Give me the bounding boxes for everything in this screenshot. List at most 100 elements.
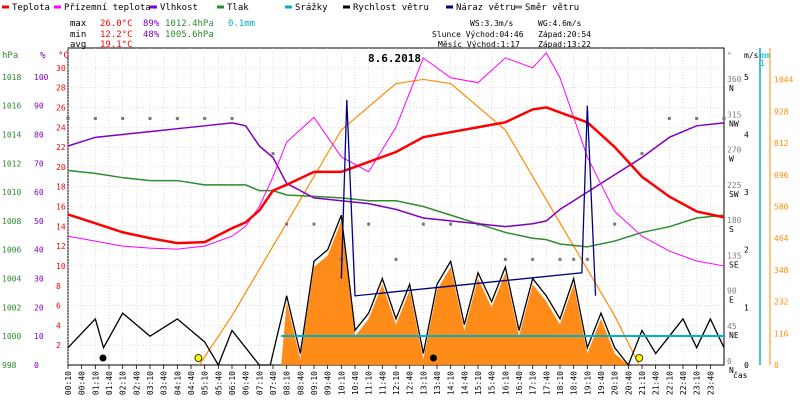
- stat-min-label: min: [70, 30, 86, 40]
- stat-avg-temp: 19.1°C: [100, 40, 133, 50]
- hpa-tick-label: 1018: [2, 73, 21, 82]
- wind-direction-mark: [148, 116, 152, 120]
- dir-tick-label: 90: [727, 287, 737, 296]
- dir-name-label: SW: [729, 190, 739, 199]
- wind-direction-mark: [93, 116, 97, 120]
- stat-min-press: 1005.6hPa: [165, 30, 214, 40]
- solar-tick-label: 1044: [774, 76, 793, 85]
- dir-tick-label: 180: [727, 216, 742, 225]
- solar-tick-label: 348: [774, 266, 789, 275]
- hpa-tick-label: 1010: [2, 188, 21, 197]
- temp-tick-label: 4: [56, 321, 61, 330]
- stat-max-label: max: [70, 19, 87, 29]
- info-moonset: Západ:13:22: [538, 40, 591, 49]
- wind-direction-mark: [312, 222, 316, 226]
- x-tick-label: 15:10: [474, 371, 483, 395]
- wind-direction-mark: [271, 152, 275, 156]
- hpa-unit: hPa: [2, 51, 18, 61]
- x-tick-label: 00:10: [64, 371, 73, 395]
- pct-tick-label: 50: [34, 217, 44, 226]
- pct-tick-label: 0: [34, 361, 39, 370]
- solar-line: [198, 78, 640, 366]
- wind-direction-mark: [394, 257, 398, 261]
- solar-tick-label: 232: [774, 298, 789, 307]
- x-tick-label: 14:40: [460, 371, 469, 395]
- x-tick-label: 22:10: [665, 371, 674, 395]
- temp-tick-label: 22: [56, 143, 66, 152]
- legend-label: Směr větru: [525, 3, 579, 13]
- temp-tick-label: 14: [56, 222, 66, 231]
- ms-unit: m/s: [744, 51, 759, 60]
- info-wg: WG:4.6m/s: [538, 19, 582, 28]
- x-tick-label: 03:10: [146, 371, 155, 395]
- dir-tick-label: 225: [727, 181, 742, 190]
- x-tick-label: 00:40: [78, 371, 87, 395]
- stat-min-hum: 48%: [143, 30, 160, 40]
- hpa-tick-label: 1012: [2, 159, 21, 168]
- temp-tick-label: 24: [56, 123, 66, 132]
- x-tick-label: 03:40: [160, 371, 169, 395]
- solar-tick-label: 928: [774, 107, 789, 116]
- x-tick-label: 13:10: [419, 371, 428, 395]
- x-tick-label: 05:40: [214, 371, 223, 395]
- ms-tick-label: 1: [744, 303, 749, 312]
- dir-name-label: NW: [729, 119, 739, 128]
- x-tick-label: 14:10: [447, 371, 456, 395]
- wind-direction-mark: [449, 222, 453, 226]
- x-tick-label: 12:10: [392, 371, 401, 395]
- stat-avg-label: avg: [70, 40, 86, 50]
- ms-tick-label: 3: [744, 188, 749, 197]
- hpa-tick-label: 1016: [2, 102, 21, 111]
- temp-tick-label: 28: [56, 84, 66, 93]
- x-tick-label: 01:10: [91, 371, 100, 395]
- x-tick-label: 11:10: [365, 371, 374, 395]
- x-tick-label: 19:40: [597, 371, 606, 395]
- pct-tick-label: 80: [34, 130, 44, 139]
- pct-tick-label: 90: [34, 102, 44, 111]
- x-tick-label: 16:10: [501, 371, 510, 395]
- temp-tick-label: 30: [56, 64, 66, 73]
- temp-tick-label: 12: [56, 242, 66, 251]
- hpa-tick-label: 1000: [2, 332, 21, 341]
- hpa-tick-label: 1004: [2, 275, 21, 284]
- pct-unit: %: [40, 51, 46, 61]
- dir-name-label: SE: [729, 260, 739, 269]
- legend-label: Srážky: [295, 3, 328, 13]
- solar-tick-label: 580: [774, 203, 789, 212]
- x-tick-label: 10:10: [337, 371, 346, 395]
- ms-tick-label: 4: [744, 130, 749, 139]
- x-tick-label: 20:40: [624, 371, 633, 395]
- info-moonrise: Měsíc Východ:1:17: [438, 40, 520, 49]
- x-tick-label: 09:40: [324, 371, 333, 395]
- stat-max-press: 1012.4hPa: [165, 19, 214, 29]
- x-tick-label: 11:40: [378, 371, 387, 395]
- x-tick-label: 13:40: [433, 371, 442, 395]
- ms-tick-label: 5: [744, 73, 749, 82]
- series-line-tlak: [67, 169, 725, 248]
- ms-tick-label: 2: [744, 246, 749, 255]
- rain-tick-label: 1: [760, 59, 765, 68]
- legend-label: Vlhkost: [160, 3, 198, 13]
- solar-tick-label: 696: [774, 171, 789, 180]
- stat-max-temp: 26.0°C: [100, 19, 133, 29]
- legend-label: Tlak: [227, 3, 249, 13]
- x-tick-label: 21:10: [638, 371, 647, 395]
- legend-label: Přízemní teplota: [64, 3, 151, 13]
- wind-direction-mark: [640, 152, 644, 156]
- solar-tick-label: 116: [774, 329, 789, 338]
- x-tick-label: 02:10: [119, 371, 128, 395]
- x-tick-label: 08:10: [283, 371, 292, 395]
- pct-tick-label: 20: [34, 303, 44, 312]
- wind-direction-mark: [572, 257, 576, 261]
- x-tick-label: 04:40: [187, 371, 196, 395]
- wind-direction-mark: [203, 116, 207, 120]
- temp-tick-label: 6: [56, 302, 61, 311]
- temp-tick-label: 8: [56, 282, 61, 291]
- series-line-přízemní-teplota: [67, 52, 725, 267]
- x-tick-label: 17:40: [542, 371, 551, 395]
- x-tick-label: 06:40: [242, 371, 251, 395]
- pct-tick-label: 100: [34, 73, 49, 82]
- x-tick-label: 09:10: [310, 371, 319, 395]
- hpa-tick-label: 1008: [2, 217, 21, 226]
